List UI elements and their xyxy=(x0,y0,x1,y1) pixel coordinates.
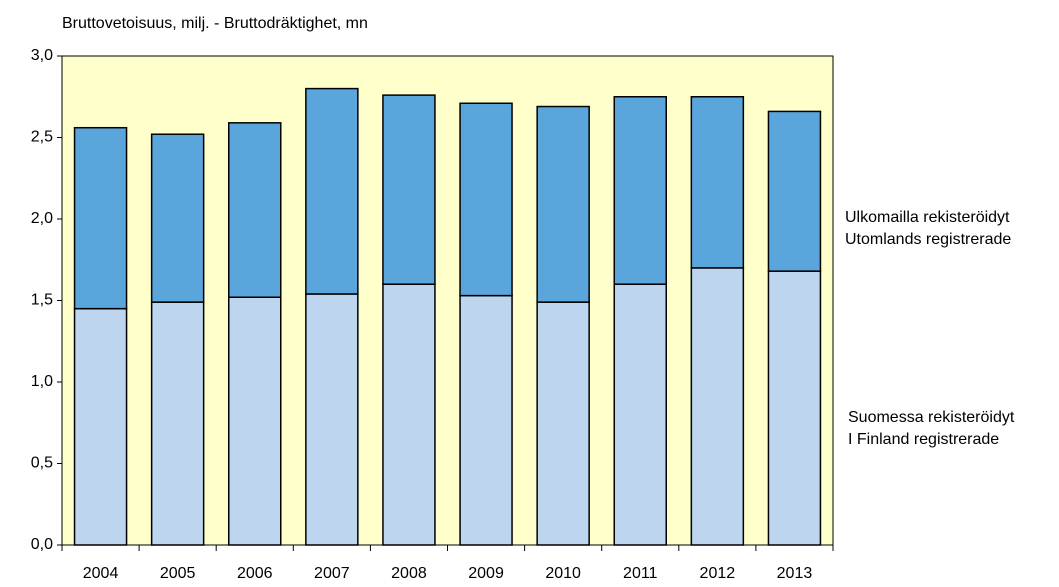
bar-segment xyxy=(459,294,513,546)
y-tick-label: 1,5 xyxy=(31,292,53,309)
bar-segment xyxy=(73,307,128,546)
x-tick-label: 2006 xyxy=(237,565,273,582)
bar-segment xyxy=(150,133,205,303)
bar-segment xyxy=(690,96,745,269)
bar-segment xyxy=(382,94,436,285)
bar-segment xyxy=(150,301,205,546)
legend-label: Ulkomailla rekisteröidyt xyxy=(845,209,1010,226)
bar-segment xyxy=(536,301,590,546)
x-tick-label: 2011 xyxy=(623,565,658,582)
bar-segment xyxy=(305,87,359,295)
x-tick-label: 2008 xyxy=(391,565,427,582)
bar-segment xyxy=(613,283,667,546)
y-tick-label: 2,0 xyxy=(31,210,53,227)
bar-segment xyxy=(613,96,667,285)
bar-segment xyxy=(73,126,128,310)
y-tick-label: 0,5 xyxy=(31,455,53,472)
bar-segment xyxy=(459,102,513,297)
bar-segment xyxy=(690,267,745,546)
y-tick-label: 1,0 xyxy=(31,373,53,390)
bar-segment xyxy=(382,283,436,546)
bar-segment xyxy=(767,270,822,546)
x-tick-label: 2012 xyxy=(700,565,736,582)
x-tick-label: 2010 xyxy=(545,565,581,582)
y-tick-label: 3,0 xyxy=(31,47,53,64)
bar-segment xyxy=(767,110,822,272)
legend-label: Suomessa rekisteröidyt xyxy=(848,409,1015,426)
y-tick-label: 0,0 xyxy=(31,536,53,553)
bar-segment xyxy=(228,296,282,546)
x-tick-label: 2005 xyxy=(160,565,196,582)
bar-segment xyxy=(228,122,282,298)
x-tick-label: 2013 xyxy=(777,565,813,582)
x-tick-label: 2007 xyxy=(314,565,350,582)
chart-title: Bruttovetoisuus, milj. - Bruttodräktighe… xyxy=(62,15,368,32)
y-tick-label: 2,5 xyxy=(31,129,53,146)
x-tick-label: 2004 xyxy=(83,565,119,582)
bar-segment xyxy=(536,105,590,303)
legend-label: I Finland registrerade xyxy=(848,431,999,448)
legend-label: Utomlands registrerade xyxy=(845,231,1011,248)
bar-segment xyxy=(305,293,359,546)
x-tick-label: 2009 xyxy=(468,565,504,582)
